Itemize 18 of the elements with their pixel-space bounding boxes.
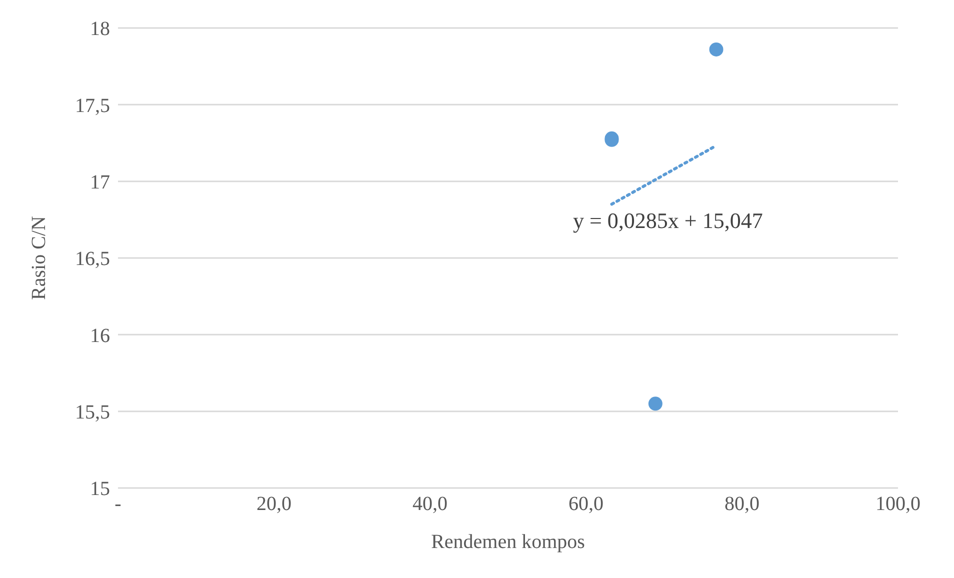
x-tick-label: - — [114, 493, 122, 516]
y-axis-title: Rasio C/N — [28, 216, 50, 300]
point — [709, 42, 724, 56]
x-tick-label: 60,0 — [568, 493, 604, 516]
y-tick-label: 15,5 — [75, 401, 110, 424]
x-axis-title: Rendemen kompos — [431, 531, 586, 553]
x-tick-label: 80,0 — [724, 493, 760, 516]
y-tick-label: 16,5 — [75, 248, 110, 270]
x-tick-label: 40,0 — [412, 493, 448, 516]
annotation: y = 0,0285x + 15,047 — [573, 208, 763, 234]
y-tick-label: 17 — [90, 171, 110, 194]
y-tick-label: 15 — [90, 478, 110, 500]
y-tick-label: 16 — [90, 324, 110, 347]
x-tick-label: 20,0 — [256, 493, 292, 516]
x-tick-label: 100,0 — [876, 493, 920, 516]
point — [648, 396, 662, 411]
y-tick-label: 17,5 — [75, 94, 110, 117]
y-tick-label: 18 — [90, 18, 110, 40]
